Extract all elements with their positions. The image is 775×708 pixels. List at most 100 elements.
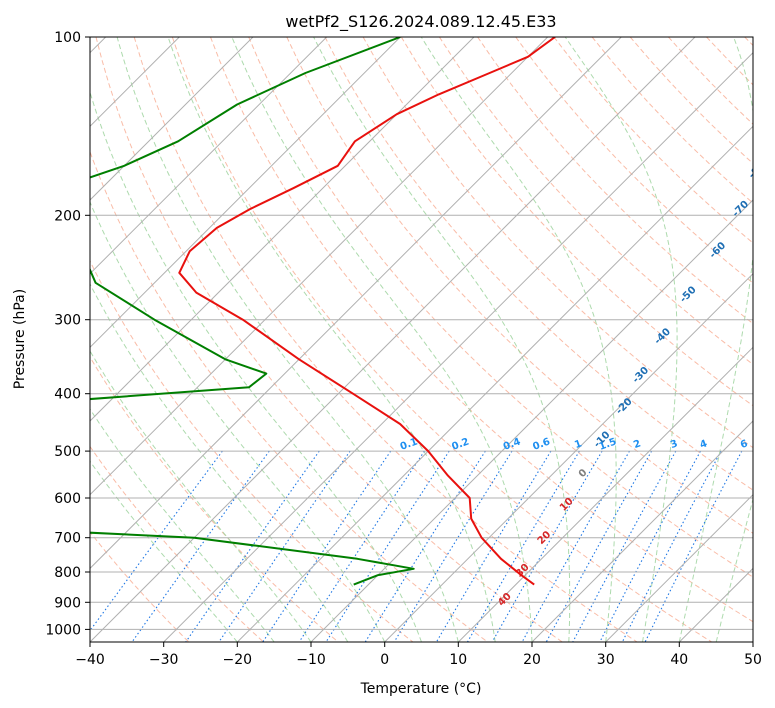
dry-adiabat-line bbox=[324, 37, 753, 491]
mixing-ratio-line bbox=[185, 450, 320, 642]
dry-adiabat-line bbox=[171, 37, 713, 642]
dry-adiabat-line bbox=[553, 37, 753, 244]
mixing-ratio-label: 1 bbox=[573, 438, 583, 451]
moist-adiabat-line bbox=[715, 497, 753, 642]
mixing-ratio-line bbox=[644, 450, 743, 642]
isotherm-label: -70 bbox=[731, 199, 752, 220]
dry-adiabat-line bbox=[362, 37, 753, 449]
mixing-ratio-line bbox=[545, 450, 653, 642]
mixing-ratio-label: 4 bbox=[698, 438, 708, 451]
plot-frame bbox=[89, 36, 754, 643]
dry-adiabat-line bbox=[90, 445, 265, 642]
isotherm-label: 40 bbox=[496, 591, 514, 609]
dry-adiabat-line bbox=[706, 37, 753, 86]
isotherm-line bbox=[383, 272, 753, 642]
isotherm-label: 0 bbox=[577, 467, 590, 480]
mixing-ratio-labels: 0.10.20.40.611.52346810131620253036 bbox=[399, 436, 775, 452]
moist-adiabat-line bbox=[90, 282, 349, 642]
isotherm-label: -90 bbox=[757, 121, 775, 142]
isotherm-label: -50 bbox=[678, 285, 699, 306]
x-axis-label: Temperature (°C) bbox=[360, 681, 482, 697]
dry-adiabat-line bbox=[286, 37, 753, 534]
isotherm-line bbox=[90, 37, 549, 496]
isotherm-line bbox=[90, 37, 254, 201]
isotherm-label: -60 bbox=[708, 240, 729, 261]
isotherm-label: -100 bbox=[760, 76, 775, 102]
dry-adiabat-line bbox=[90, 531, 190, 642]
moist-adiabat-line bbox=[90, 90, 422, 642]
y-tick-label: 1000 bbox=[45, 622, 81, 638]
x-axis: −40 −30 −20 −10 0 10 20 30 40 50 bbox=[75, 642, 762, 668]
chart-title: wetPf2_S126.2024.089.12.45.E33 bbox=[285, 12, 556, 32]
moist-adiabat-line bbox=[90, 350, 312, 642]
isotherm-label: -80 bbox=[747, 161, 768, 182]
mixing-ratio-label: 2 bbox=[632, 438, 642, 451]
x-tick-label: 30 bbox=[597, 652, 615, 668]
plot-area: -100-90-80-70-60-50-40-30-20-10010203040… bbox=[0, 10, 775, 654]
isotherm-line bbox=[531, 420, 753, 642]
y-tick-label: 200 bbox=[54, 208, 81, 224]
mixing-ratio-label: 8 bbox=[765, 438, 775, 451]
dry-adiabat-line bbox=[438, 37, 753, 366]
dry-adiabat-line bbox=[95, 37, 564, 642]
mixing-ratio-label: 3 bbox=[669, 438, 679, 451]
isotherm-line bbox=[752, 641, 753, 642]
mixing-ratio-lines bbox=[90, 450, 743, 642]
isotherm-label: 10 bbox=[558, 496, 576, 514]
dry-adiabat-line bbox=[591, 37, 753, 204]
moist-adiabat-line bbox=[90, 200, 386, 642]
isotherm-line bbox=[457, 346, 753, 642]
dry-adiabat-line bbox=[477, 37, 753, 325]
x-tick-label: −20 bbox=[223, 652, 253, 668]
isotherm-grid bbox=[0, 10, 753, 654]
x-tick-label: −40 bbox=[75, 652, 105, 668]
isotherm-line bbox=[90, 37, 475, 422]
isotherm-line bbox=[678, 567, 753, 642]
isotherm-label: -30 bbox=[631, 365, 652, 386]
dry-adiabat-line bbox=[133, 37, 638, 642]
y-axis-label: Pressure (hPa) bbox=[12, 289, 28, 389]
moist-adiabat-line bbox=[167, 37, 496, 642]
mixing-ratio-line bbox=[521, 450, 630, 642]
moist-adiabat-line bbox=[90, 408, 275, 642]
y-tick-label: 100 bbox=[54, 30, 81, 46]
isotherm-line bbox=[90, 37, 328, 275]
y-tick-label: 400 bbox=[54, 387, 81, 403]
mixing-ratio-line bbox=[262, 450, 392, 642]
moist-adiabat-line bbox=[116, 37, 459, 642]
y-tick-label: 600 bbox=[54, 491, 81, 507]
x-tick-label: 20 bbox=[523, 652, 541, 668]
x-tick-label: 10 bbox=[449, 652, 467, 668]
y-tick-label: 300 bbox=[54, 313, 81, 329]
x-tick-label: 0 bbox=[380, 652, 389, 668]
x-tick-label: 40 bbox=[670, 652, 688, 668]
isotherm-label: 20 bbox=[536, 529, 554, 547]
x-tick-label: −30 bbox=[149, 652, 179, 668]
isobar-grid bbox=[90, 37, 753, 630]
isotherm-line bbox=[90, 37, 696, 642]
x-tick-label: −10 bbox=[296, 652, 326, 668]
moist-adiabat-line bbox=[564, 37, 678, 642]
dewpoint-profile-line bbox=[90, 37, 415, 586]
isotherm-line bbox=[236, 125, 753, 642]
isotherm-line bbox=[162, 51, 753, 642]
temperature-profile-line bbox=[178, 37, 556, 586]
mixing-ratio-label: 0.2 bbox=[450, 436, 470, 452]
x-tick-label: 50 bbox=[744, 652, 762, 668]
isotherm-line bbox=[0, 10, 59, 654]
moist-adiabats bbox=[90, 37, 753, 642]
mixing-ratio-line bbox=[621, 450, 722, 642]
y-tick-label: 700 bbox=[54, 531, 81, 547]
y-tick-label: 500 bbox=[54, 444, 81, 460]
isotherm-label: -20 bbox=[614, 396, 635, 417]
mixing-ratio-label: 6 bbox=[739, 438, 749, 451]
isotherm-line bbox=[90, 37, 623, 570]
y-axis: 100 200 300 400 500 600 700 800 900 1000 bbox=[45, 30, 90, 638]
dry-adiabat-line bbox=[400, 37, 753, 407]
isotherm-line bbox=[604, 493, 753, 642]
moist-adiabat-line bbox=[678, 37, 753, 642]
profile-lines bbox=[90, 37, 556, 586]
moist-adiabat-line bbox=[313, 37, 571, 642]
